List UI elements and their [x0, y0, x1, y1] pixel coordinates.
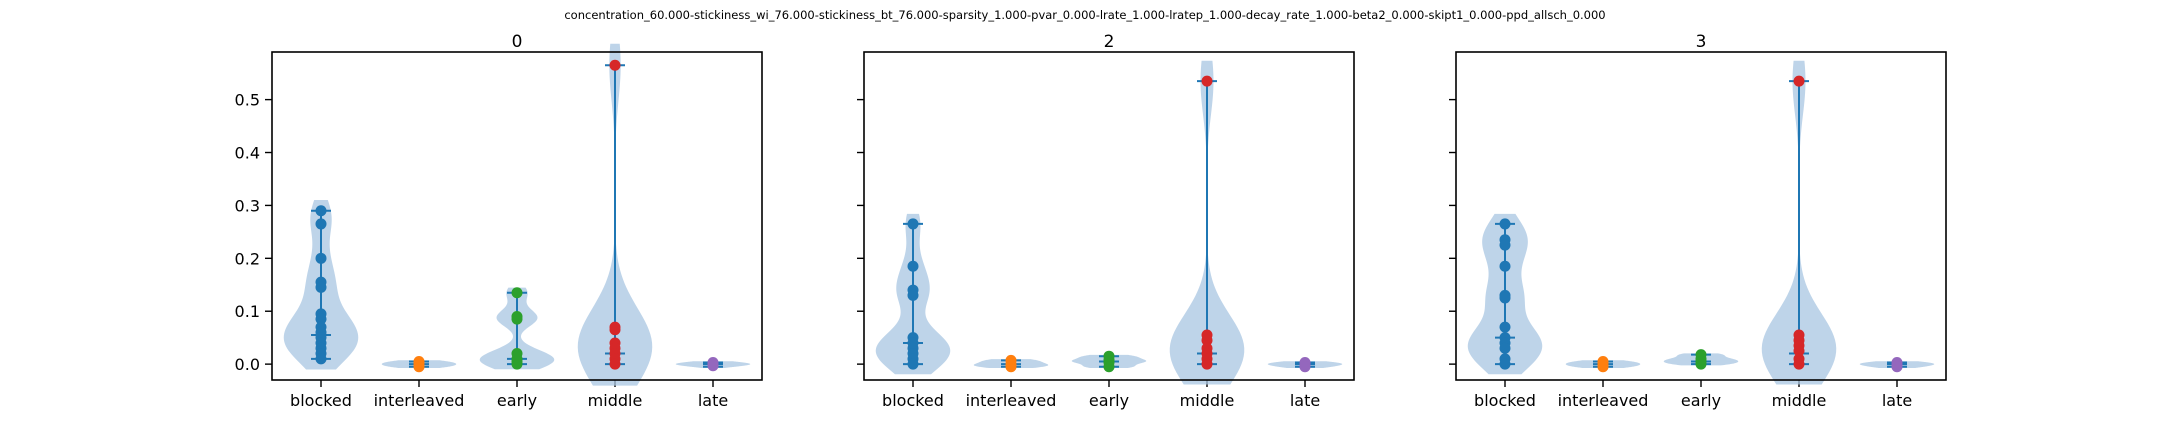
y-tick-label: 0.5	[235, 91, 260, 110]
data-point	[1299, 361, 1311, 373]
data-point	[609, 59, 621, 71]
data-point	[1201, 334, 1213, 346]
x-tick-label: interleaved	[966, 391, 1057, 410]
data-point	[1499, 260, 1511, 272]
plot-area: blocked interleaved early middle late	[1449, 60, 1935, 410]
data-point	[315, 281, 327, 293]
data-point	[1201, 75, 1213, 87]
data-point	[1597, 361, 1609, 373]
x-tick-label: late	[698, 391, 728, 410]
data-point	[315, 313, 327, 325]
data-point	[609, 324, 621, 336]
data-point	[315, 353, 327, 365]
data-point	[1201, 358, 1213, 370]
axes-frame	[1455, 51, 1947, 381]
data-point	[1499, 342, 1511, 354]
data-point	[1499, 292, 1511, 304]
plot-area: 0.0 0.1 0.2 0.3 0.4 0.5 blocked interleaved earl…	[235, 43, 751, 410]
data-point	[1891, 361, 1903, 373]
axes-frame	[863, 51, 1355, 381]
x-tick-label: middle	[1772, 391, 1827, 410]
x-tick-label: interleaved	[374, 391, 465, 410]
data-point	[907, 218, 919, 230]
panel-0: 0 0.0 0.1 0.2 0.3 0.4 0.5 blocked interleaved ea…	[235, 32, 763, 410]
data-point	[907, 260, 919, 272]
x-tick-label: late	[1882, 391, 1912, 410]
y-tick-label: 0.2	[235, 249, 260, 268]
panel-title: 2	[1104, 32, 1115, 52]
x-tick-label: early	[497, 391, 537, 410]
data-point	[1499, 239, 1511, 251]
panel-2: 2 blocked interleaved early middle late	[857, 32, 1355, 410]
data-point	[1695, 358, 1707, 370]
x-tick-label: middle	[1180, 391, 1235, 410]
data-point	[511, 287, 523, 299]
data-point	[1499, 321, 1511, 333]
x-tick-label: early	[1681, 391, 1721, 410]
data-point	[907, 358, 919, 370]
data-point	[1793, 75, 1805, 87]
data-point	[907, 289, 919, 301]
panel-title: 3	[1696, 32, 1707, 52]
data-point	[1499, 218, 1511, 230]
y-tick-label: 0.0	[235, 355, 260, 374]
x-tick-label: early	[1089, 391, 1129, 410]
data-point	[1005, 361, 1017, 373]
x-tick-label: blocked	[1474, 391, 1536, 410]
x-tick-label: blocked	[882, 391, 944, 410]
y-tick-label: 0.1	[235, 302, 260, 321]
data-point	[609, 358, 621, 370]
data-point	[511, 313, 523, 325]
x-tick-label: blocked	[290, 391, 352, 410]
x-tick-label: interleaved	[1558, 391, 1649, 410]
data-point	[511, 358, 523, 370]
data-point	[1793, 358, 1805, 370]
data-point	[315, 218, 327, 230]
data-point	[315, 205, 327, 217]
data-point	[1499, 358, 1511, 370]
plot-area: blocked interleaved early middle late	[857, 60, 1343, 410]
figure-suptitle: concentration_60.000-stickiness_wi_76.00…	[564, 8, 1605, 22]
data-point	[707, 360, 719, 372]
axes-frame	[271, 51, 763, 381]
data-point	[315, 252, 327, 264]
data-point	[1103, 361, 1115, 373]
x-tick-label: middle	[588, 391, 643, 410]
y-tick-label: 0.3	[235, 196, 260, 215]
x-tick-label: late	[1290, 391, 1320, 410]
panel-title: 0	[512, 32, 523, 52]
data-point	[1793, 345, 1805, 357]
panel-3: 3 blocked interleaved early middle late	[1449, 32, 1947, 410]
y-tick-label: 0.4	[235, 144, 260, 163]
data-point	[413, 361, 425, 373]
